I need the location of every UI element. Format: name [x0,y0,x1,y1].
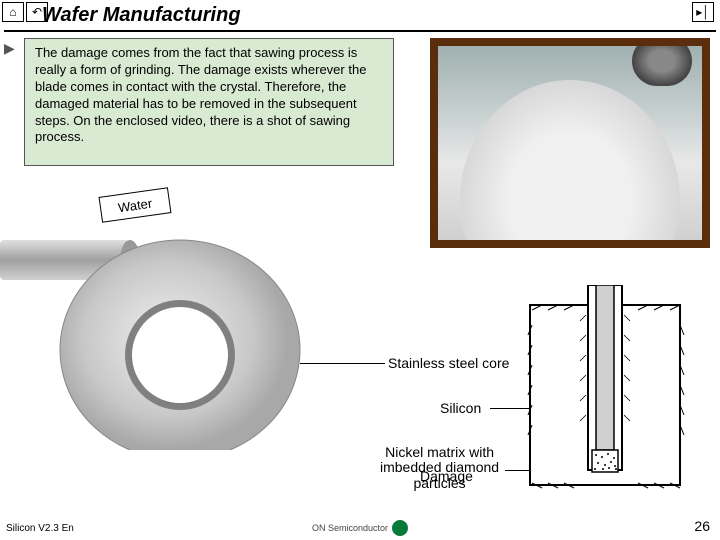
saw-diagram [0,210,360,450]
next-icon[interactable]: ▸│ [692,2,714,22]
home-icon[interactable]: ⌂ [2,2,24,22]
video-disc [460,80,680,248]
damage-label: Damage [420,468,473,484]
footer-logo-text: ON Semiconductor [312,523,388,533]
silicon-label: Silicon [440,400,481,416]
play-icon[interactable]: ▶ [4,40,15,57]
video-roller [632,38,692,86]
on-logo-icon [392,520,408,536]
video-frame[interactable] [430,38,710,248]
steel-label: Stainless steel core [388,355,509,371]
footer-logo: ON Semiconductor [312,520,408,536]
title-underline [4,30,716,32]
body-text: The damage comes from the fact that sawi… [35,45,366,144]
footer-version: Silicon V2.3 En [6,523,74,534]
cross-section [520,285,690,515]
page-title: Wafer Manufacturing [42,4,241,27]
nickel-line1: Nickel matrix with [385,444,494,460]
body-text-box: The damage comes from the fact that sawi… [24,38,394,166]
steel-line [300,363,385,364]
page-number: 26 [694,518,710,534]
nav-right: ▸│ [692,2,714,22]
